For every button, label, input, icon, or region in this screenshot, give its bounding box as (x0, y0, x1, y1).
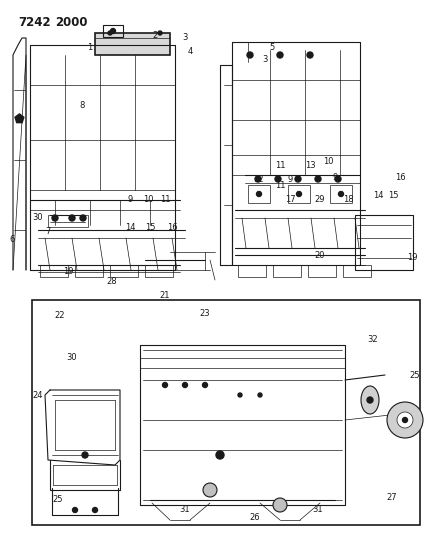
Text: 13: 13 (305, 160, 315, 169)
Circle shape (339, 191, 344, 197)
Bar (248, 185, 270, 203)
Circle shape (218, 453, 222, 457)
Circle shape (108, 31, 112, 35)
Text: 9: 9 (287, 175, 293, 184)
Bar (32, 300, 420, 525)
Bar (330, 185, 352, 203)
Circle shape (256, 191, 262, 197)
Circle shape (275, 176, 281, 182)
Circle shape (52, 215, 58, 221)
Text: 9: 9 (333, 174, 338, 182)
Text: 3: 3 (182, 34, 188, 43)
Text: 22: 22 (55, 311, 65, 319)
Bar (273, 265, 301, 277)
Text: 16: 16 (395, 174, 405, 182)
Bar (110, 265, 138, 277)
Text: 28: 28 (107, 278, 117, 287)
Text: 10: 10 (143, 196, 153, 205)
Text: 5: 5 (269, 44, 275, 52)
Text: 6: 6 (9, 236, 15, 245)
Text: 26: 26 (250, 513, 260, 522)
Text: 8: 8 (79, 101, 85, 109)
Text: 2: 2 (152, 30, 158, 39)
Text: 19: 19 (63, 268, 73, 277)
Bar (40, 265, 68, 277)
Circle shape (397, 412, 413, 428)
Bar (103, 25, 123, 37)
Text: 1: 1 (87, 44, 92, 52)
Text: 21: 21 (160, 290, 170, 300)
Bar (355, 215, 413, 270)
Text: 17: 17 (285, 196, 295, 205)
Bar (288, 185, 310, 203)
Circle shape (92, 507, 98, 513)
Circle shape (203, 483, 217, 497)
Circle shape (297, 191, 301, 197)
Text: 31: 31 (180, 505, 190, 514)
Bar (145, 265, 173, 277)
Text: 24: 24 (33, 391, 43, 400)
Circle shape (110, 28, 116, 34)
Circle shape (402, 417, 407, 423)
Circle shape (295, 176, 301, 182)
Text: 11: 11 (275, 181, 285, 190)
Bar (48, 215, 88, 227)
Circle shape (367, 397, 373, 403)
Text: 32: 32 (368, 335, 378, 344)
Text: 15: 15 (145, 223, 155, 232)
Text: 7: 7 (45, 228, 51, 237)
Circle shape (247, 52, 253, 58)
Text: 30: 30 (67, 353, 77, 362)
Circle shape (69, 215, 75, 221)
Text: 7242: 7242 (18, 16, 51, 29)
Bar (343, 265, 371, 277)
Text: 9: 9 (128, 196, 133, 205)
Text: 16: 16 (166, 223, 177, 232)
Text: 14: 14 (125, 223, 135, 232)
Circle shape (82, 452, 88, 458)
Text: 3: 3 (262, 55, 268, 64)
Circle shape (258, 393, 262, 397)
Circle shape (238, 393, 242, 397)
Bar (95, 33, 170, 55)
Text: 15: 15 (388, 191, 398, 200)
Text: 27: 27 (386, 494, 397, 503)
Bar (75, 265, 103, 277)
Circle shape (72, 507, 77, 513)
Text: 20: 20 (315, 251, 325, 260)
Circle shape (163, 383, 167, 387)
Circle shape (335, 176, 341, 182)
Circle shape (158, 31, 162, 35)
Ellipse shape (361, 386, 379, 414)
Circle shape (216, 451, 224, 459)
Text: 18: 18 (343, 196, 353, 205)
Circle shape (277, 52, 283, 58)
Text: 12: 12 (253, 175, 263, 184)
Circle shape (255, 176, 261, 182)
Circle shape (182, 383, 187, 387)
Text: 2000: 2000 (55, 16, 87, 29)
Circle shape (273, 498, 287, 512)
Text: 4: 4 (187, 47, 193, 56)
Text: 23: 23 (200, 309, 210, 318)
Circle shape (307, 52, 313, 58)
Circle shape (315, 176, 321, 182)
Circle shape (202, 383, 208, 387)
Text: 30: 30 (33, 214, 43, 222)
Text: 25: 25 (410, 370, 420, 379)
Circle shape (387, 402, 423, 438)
Text: ⬟: ⬟ (14, 114, 24, 126)
Text: 31: 31 (313, 505, 323, 514)
Text: 29: 29 (315, 196, 325, 205)
Text: 14: 14 (373, 191, 383, 200)
Bar (308, 265, 336, 277)
Text: 11: 11 (160, 196, 170, 205)
Text: 11: 11 (275, 160, 285, 169)
Text: 10: 10 (323, 157, 333, 166)
Text: 25: 25 (53, 496, 63, 505)
Circle shape (80, 215, 86, 221)
Text: 19: 19 (407, 254, 417, 262)
Bar (238, 265, 266, 277)
